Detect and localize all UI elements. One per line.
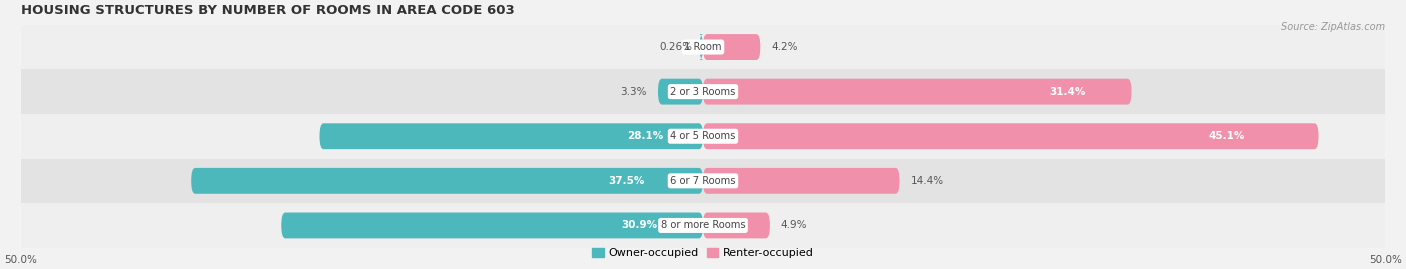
Text: 30.9%: 30.9% [621, 220, 658, 231]
Text: 0.26%: 0.26% [659, 42, 693, 52]
FancyBboxPatch shape [699, 34, 703, 60]
Text: 4.9%: 4.9% [780, 220, 807, 231]
FancyBboxPatch shape [703, 213, 770, 238]
FancyBboxPatch shape [658, 79, 703, 105]
FancyBboxPatch shape [703, 34, 761, 60]
Text: 37.5%: 37.5% [607, 176, 644, 186]
Bar [21, 203, 1385, 248]
Text: 4 or 5 Rooms: 4 or 5 Rooms [671, 131, 735, 141]
Text: 8 or more Rooms: 8 or more Rooms [661, 220, 745, 231]
Text: Source: ZipAtlas.com: Source: ZipAtlas.com [1281, 22, 1385, 31]
FancyBboxPatch shape [703, 123, 1319, 149]
FancyBboxPatch shape [319, 123, 703, 149]
Text: 28.1%: 28.1% [627, 131, 664, 141]
Text: 2 or 3 Rooms: 2 or 3 Rooms [671, 87, 735, 97]
Text: HOUSING STRUCTURES BY NUMBER OF ROOMS IN AREA CODE 603: HOUSING STRUCTURES BY NUMBER OF ROOMS IN… [21, 4, 515, 17]
FancyBboxPatch shape [191, 168, 703, 194]
Bar [21, 158, 1385, 203]
Text: 45.1%: 45.1% [1208, 131, 1244, 141]
Bar [21, 69, 1385, 114]
Text: 1 Room: 1 Room [685, 42, 721, 52]
Bar [21, 25, 1385, 69]
FancyBboxPatch shape [703, 79, 1132, 105]
Text: 3.3%: 3.3% [620, 87, 647, 97]
Text: 6 or 7 Rooms: 6 or 7 Rooms [671, 176, 735, 186]
FancyBboxPatch shape [281, 213, 703, 238]
Text: 4.2%: 4.2% [772, 42, 797, 52]
Bar [21, 114, 1385, 158]
Text: 31.4%: 31.4% [1049, 87, 1085, 97]
Text: 14.4%: 14.4% [911, 176, 943, 186]
FancyBboxPatch shape [703, 168, 900, 194]
Legend: Owner-occupied, Renter-occupied: Owner-occupied, Renter-occupied [588, 244, 818, 263]
